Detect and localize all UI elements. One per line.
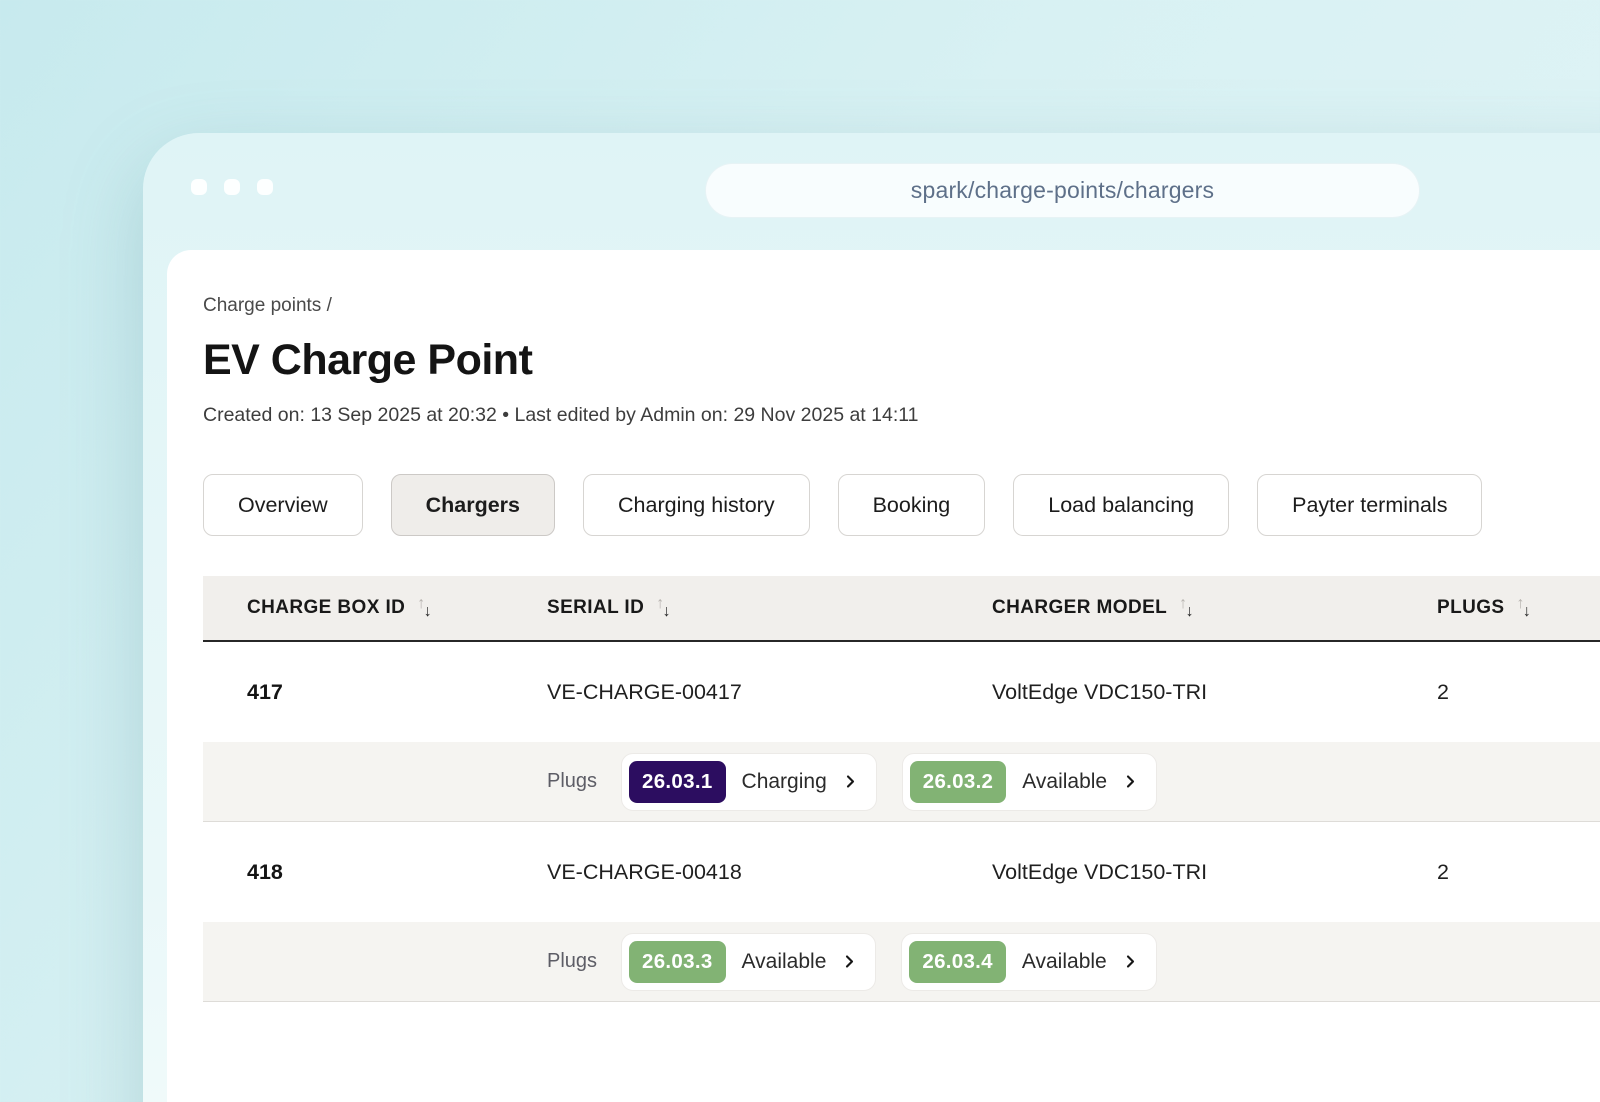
tab-payter-terminals[interactable]: Payter terminals bbox=[1257, 474, 1483, 536]
sort-icon[interactable]: ↑ ↓ bbox=[656, 595, 672, 620]
cell-charge-box-id: 417 bbox=[247, 679, 283, 704]
chevron-right-icon bbox=[846, 955, 854, 968]
plug-status-pill[interactable]: 26.03.2 Available bbox=[901, 752, 1158, 811]
page-meta: Created on: 13 Sep 2025 at 20:32 • Last … bbox=[203, 404, 919, 426]
plug-status-pill[interactable]: 26.03.1 Charging bbox=[621, 752, 877, 811]
address-bar-url: spark/charge-points/chargers bbox=[910, 177, 1215, 203]
table-header-row: CHARGE BOX ID ↑ ↓ SERIAL ID ↑ ↓ CHARGER MO… bbox=[203, 576, 1600, 642]
cell-charge-box-id: 418 bbox=[247, 859, 283, 884]
plug-id-badge: 26.03.2 bbox=[909, 760, 1007, 803]
tab-booking[interactable]: Booking bbox=[837, 474, 986, 536]
chargers-table: CHARGE BOX ID ↑ ↓ SERIAL ID ↑ ↓ CHARGER MO… bbox=[203, 576, 1600, 1002]
window-controls bbox=[191, 179, 273, 195]
tab-charging-history[interactable]: Charging history bbox=[583, 474, 810, 536]
content-card: Charge points / EV Charge Point Created … bbox=[167, 250, 1600, 1102]
browser-window: spark/charge-points/chargers Charge poin… bbox=[143, 133, 1600, 1102]
cell-charger-model: VoltEdge VDC150-TRI bbox=[992, 859, 1208, 884]
plugs-label: Plugs bbox=[547, 770, 598, 792]
plug-status-text: Available bbox=[1021, 949, 1107, 973]
plugs-label: Plugs bbox=[547, 950, 598, 972]
tab-chargers[interactable]: Chargers bbox=[390, 474, 556, 536]
table-row: 417 VE-CHARGE-00417 VoltEdge VDC150-TRI … bbox=[203, 642, 1600, 742]
tab-overview[interactable]: Overview bbox=[203, 474, 363, 536]
sort-icon[interactable]: ↑ ↓ bbox=[417, 595, 433, 620]
plug-status-text: Available bbox=[1022, 769, 1108, 793]
plug-id-badge: 26.03.3 bbox=[629, 940, 726, 983]
column-header-charge-box-id: CHARGE BOX ID ↑ ↓ bbox=[247, 595, 433, 620]
tab-bar: Overview Chargers Charging history Booki… bbox=[203, 474, 1600, 536]
chevron-right-icon bbox=[1127, 775, 1135, 788]
plug-status-pill[interactable]: 26.03.3 Available bbox=[621, 932, 877, 991]
window-control-dot bbox=[257, 179, 273, 195]
cell-serial-id: VE-CHARGE-00418 bbox=[547, 859, 742, 884]
plug-id-badge: 26.03.4 bbox=[909, 940, 1006, 983]
chevron-right-icon bbox=[846, 775, 854, 788]
address-bar[interactable]: spark/charge-points/chargers bbox=[705, 163, 1420, 218]
plug-status-text: Available bbox=[741, 949, 827, 973]
plug-status-text: Charging bbox=[741, 769, 827, 793]
tab-load-balancing[interactable]: Load balancing bbox=[1013, 474, 1230, 536]
window-control-dot bbox=[191, 179, 207, 195]
cell-plugs-count: 2 bbox=[1437, 859, 1449, 884]
column-header-plugs: PLUGS ↑ ↓ bbox=[1437, 595, 1532, 620]
page-title: EV Charge Point bbox=[203, 336, 533, 384]
cell-plugs-count: 2 bbox=[1437, 679, 1449, 704]
plugs-subrow: Plugs 26.03.1 Charging 26.03.2 Available bbox=[203, 742, 1600, 822]
plug-status-pill[interactable]: 26.03.4 Available bbox=[901, 932, 1157, 991]
breadcrumb[interactable]: Charge points / bbox=[203, 295, 332, 316]
cell-charger-model: VoltEdge VDC150-TRI bbox=[992, 679, 1208, 704]
sort-icon[interactable]: ↑ ↓ bbox=[1179, 595, 1194, 620]
cell-serial-id: VE-CHARGE-00417 bbox=[547, 679, 742, 704]
column-header-charger-model: CHARGER MODEL ↑ ↓ bbox=[992, 595, 1194, 620]
sort-icon[interactable]: ↑ ↓ bbox=[1516, 595, 1532, 620]
chevron-right-icon bbox=[1126, 955, 1134, 968]
plugs-subrow: Plugs 26.03.3 Available 26.03.4 Availabl… bbox=[203, 922, 1600, 1002]
table-row: 418 VE-CHARGE-00418 VoltEdge VDC150-TRI … bbox=[203, 822, 1600, 922]
column-header-serial-id: SERIAL ID ↑ ↓ bbox=[547, 595, 672, 620]
plug-id-badge: 26.03.1 bbox=[629, 760, 726, 803]
window-control-dot bbox=[224, 179, 240, 195]
